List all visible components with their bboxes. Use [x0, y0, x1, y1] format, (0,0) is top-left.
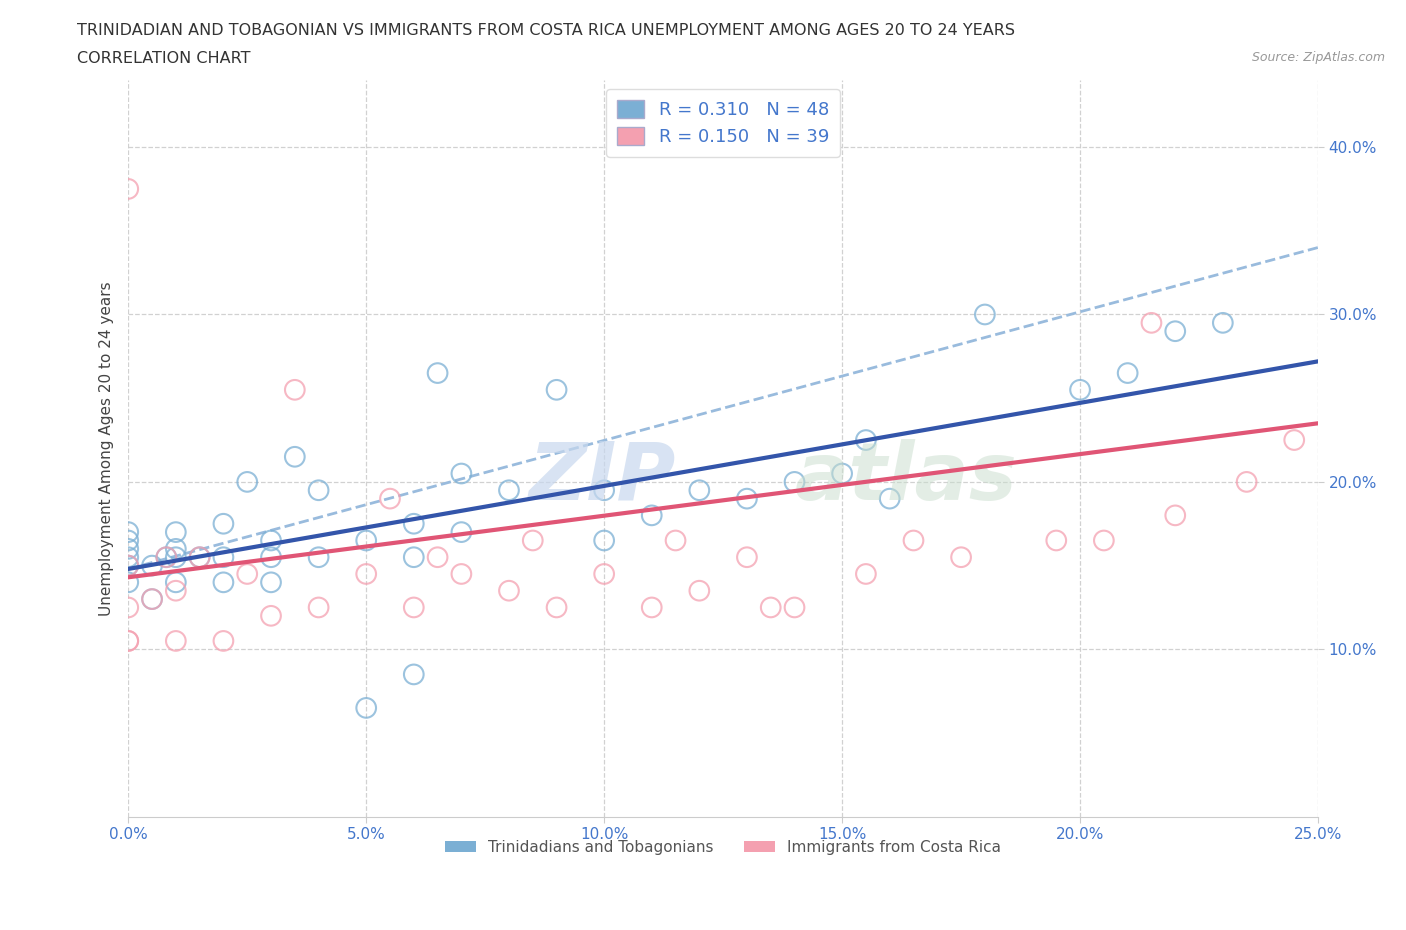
- Point: [117, 541, 139, 556]
- Point: [141, 591, 163, 606]
- Text: CORRELATION CHART: CORRELATION CHART: [77, 51, 250, 66]
- Point: [117, 558, 139, 573]
- Point: [402, 600, 425, 615]
- Point: [354, 700, 377, 715]
- Point: [260, 608, 283, 623]
- Point: [688, 483, 710, 498]
- Point: [165, 575, 187, 590]
- Point: [593, 566, 616, 581]
- Legend: Trinidadians and Tobagonians, Immigrants from Costa Rica: Trinidadians and Tobagonians, Immigrants…: [439, 833, 1007, 860]
- Point: [1140, 315, 1163, 330]
- Point: [354, 533, 377, 548]
- Point: [117, 533, 139, 548]
- Point: [141, 558, 163, 573]
- Point: [117, 558, 139, 573]
- Point: [641, 508, 664, 523]
- Point: [212, 575, 235, 590]
- Point: [450, 466, 472, 481]
- Point: [165, 525, 187, 539]
- Point: [260, 575, 283, 590]
- Point: [546, 600, 568, 615]
- Text: ZIP: ZIP: [529, 439, 675, 517]
- Point: [855, 432, 877, 447]
- Point: [1236, 474, 1258, 489]
- Point: [284, 449, 307, 464]
- Point: [117, 525, 139, 539]
- Point: [1092, 533, 1115, 548]
- Point: [783, 600, 806, 615]
- Point: [212, 633, 235, 648]
- Point: [498, 483, 520, 498]
- Point: [450, 566, 472, 581]
- Point: [735, 550, 758, 565]
- Point: [1164, 324, 1187, 339]
- Point: [141, 591, 163, 606]
- Point: [260, 533, 283, 548]
- Point: [973, 307, 995, 322]
- Point: [117, 633, 139, 648]
- Point: [165, 550, 187, 565]
- Point: [450, 525, 472, 539]
- Point: [783, 474, 806, 489]
- Point: [1116, 365, 1139, 380]
- Point: [1212, 315, 1234, 330]
- Point: [402, 667, 425, 682]
- Point: [641, 600, 664, 615]
- Point: [855, 566, 877, 581]
- Point: [260, 550, 283, 565]
- Point: [117, 633, 139, 648]
- Point: [426, 550, 449, 565]
- Y-axis label: Unemployment Among Ages 20 to 24 years: Unemployment Among Ages 20 to 24 years: [100, 281, 114, 616]
- Point: [879, 491, 901, 506]
- Point: [354, 566, 377, 581]
- Point: [1164, 508, 1187, 523]
- Point: [117, 550, 139, 565]
- Point: [165, 583, 187, 598]
- Point: [165, 633, 187, 648]
- Point: [402, 550, 425, 565]
- Point: [117, 575, 139, 590]
- Point: [284, 382, 307, 397]
- Point: [117, 181, 139, 196]
- Point: [903, 533, 925, 548]
- Point: [1069, 382, 1091, 397]
- Point: [664, 533, 686, 548]
- Point: [593, 533, 616, 548]
- Point: [593, 483, 616, 498]
- Point: [188, 550, 211, 565]
- Point: [212, 516, 235, 531]
- Point: [155, 550, 177, 565]
- Point: [426, 365, 449, 380]
- Point: [402, 516, 425, 531]
- Point: [522, 533, 544, 548]
- Point: [759, 600, 782, 615]
- Point: [378, 491, 401, 506]
- Text: Source: ZipAtlas.com: Source: ZipAtlas.com: [1251, 51, 1385, 64]
- Point: [308, 600, 330, 615]
- Point: [831, 466, 853, 481]
- Text: TRINIDADIAN AND TOBAGONIAN VS IMMIGRANTS FROM COSTA RICA UNEMPLOYMENT AMONG AGES: TRINIDADIAN AND TOBAGONIAN VS IMMIGRANTS…: [77, 23, 1015, 38]
- Point: [1284, 432, 1306, 447]
- Point: [688, 583, 710, 598]
- Point: [212, 550, 235, 565]
- Point: [950, 550, 973, 565]
- Point: [155, 550, 177, 565]
- Text: atlas: atlas: [794, 439, 1018, 517]
- Point: [236, 474, 259, 489]
- Point: [117, 600, 139, 615]
- Point: [308, 550, 330, 565]
- Point: [1045, 533, 1067, 548]
- Point: [546, 382, 568, 397]
- Point: [498, 583, 520, 598]
- Point: [165, 541, 187, 556]
- Point: [735, 491, 758, 506]
- Point: [188, 550, 211, 565]
- Point: [308, 483, 330, 498]
- Point: [236, 566, 259, 581]
